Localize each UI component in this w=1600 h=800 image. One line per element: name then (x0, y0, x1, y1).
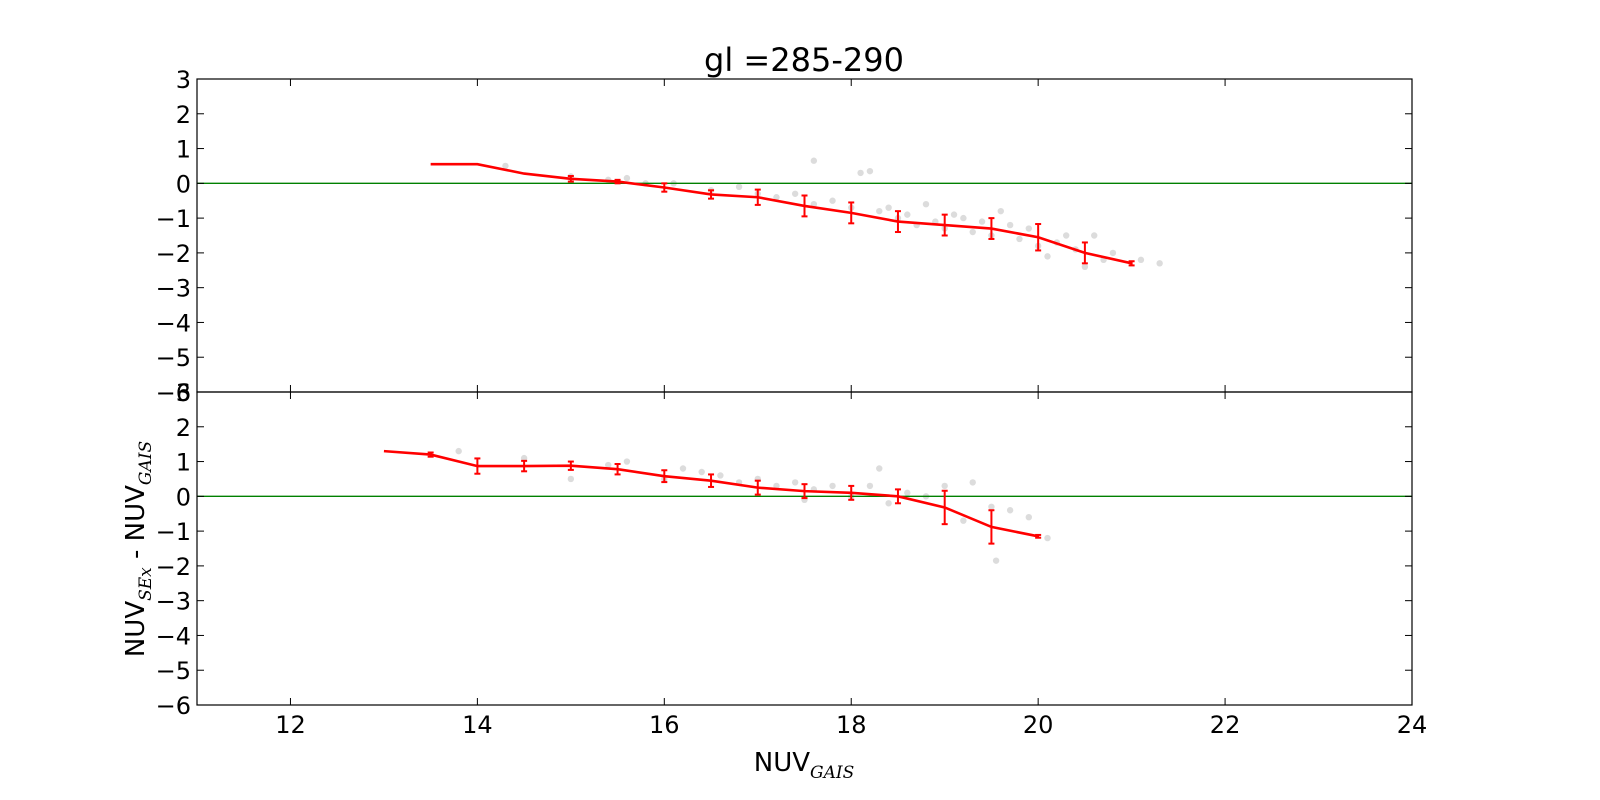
bottom-scatter-point (941, 482, 948, 490)
bottom-scatter-point (1044, 534, 1051, 542)
bottom-y-tick-label: 3 (176, 379, 191, 407)
top-scatter-point (1137, 256, 1145, 264)
bottom-series-line (383, 449, 1039, 538)
top-scatter-point (978, 218, 986, 225)
x-tick-label: 22 (1210, 711, 1241, 739)
top-scatter-point (810, 157, 818, 164)
top-scatter-point (502, 162, 509, 170)
bottom-scatter-point (717, 472, 724, 479)
top-scatter-point (773, 194, 780, 201)
top-scatter-point (1044, 253, 1051, 260)
bottom-scatter-point (829, 482, 836, 490)
x-axis-label-main: NUV (754, 748, 810, 778)
bottom-panel: 3 2 1 0 −1 −2 −3 −4 −5 −6 12 14 16 18 20 22 24 (156, 379, 1428, 739)
top-scatter-point (1025, 225, 1033, 232)
bottom-y-tick-label: −6 (156, 692, 191, 720)
top-scatter-point (623, 174, 631, 182)
top-scatter-point (1016, 235, 1023, 243)
bottom-scatter-point (876, 465, 883, 472)
bottom-scatter-point (1025, 514, 1033, 521)
bottom-scatter-point (866, 482, 874, 490)
bottom-scatter-point (904, 489, 911, 497)
top-y-tick-label: −1 (156, 205, 191, 233)
top-scatter-point (1091, 232, 1098, 239)
top-y-tick-label: −5 (156, 344, 191, 372)
bottom-scatter-point (455, 447, 462, 455)
y-axis-label-separator: - (121, 541, 151, 567)
top-y-tick-label: −3 (156, 275, 191, 303)
bottom-y-tick-label: −5 (156, 657, 191, 685)
top-scatter-point (829, 197, 836, 204)
x-axis-label: NUVGAIS (754, 748, 854, 783)
top-panel: 3 2 1 0 −1 −2 −3 −4 −5 −6 (156, 66, 1413, 407)
top-y-tick-label: −6 (156, 379, 191, 407)
top-y-tick-label: −2 (156, 240, 191, 268)
x-tick-label: 18 (836, 711, 867, 739)
top-scatter-point (904, 211, 911, 218)
bottom-scatter-point (960, 517, 967, 524)
top-scatter-point (1062, 232, 1070, 239)
bottom-y-tick-label: 0 (176, 483, 191, 511)
top-scatter-point (885, 204, 892, 211)
bottom-y-tick-label: −3 (156, 588, 191, 616)
bottom-scatter-point (791, 479, 799, 486)
bottom-y-tick-label: −1 (156, 518, 191, 546)
bottom-scatter-point (969, 479, 976, 486)
x-tick-label: 16 (649, 711, 680, 739)
x-axis-label-subscript: GAIS (810, 763, 854, 783)
x-tick-label: 14 (462, 711, 493, 739)
top-scatter-point (735, 183, 743, 191)
top-y-tick-label: −4 (156, 309, 191, 337)
top-scatter-point (960, 214, 967, 222)
bottom-plot-frame (196, 391, 1413, 706)
y-axis-label-b-subscript: GAIS (136, 441, 156, 485)
top-scatter-point (950, 211, 958, 218)
bottom-scatter-point (773, 482, 780, 490)
top-plot-frame (196, 78, 1413, 393)
top-scatter-point (997, 207, 1004, 215)
y-axis-label-b: NUV (121, 485, 151, 541)
top-series-line (430, 162, 1132, 265)
chart-title: gl =285-290 (704, 41, 904, 79)
top-scatter-point (857, 169, 864, 177)
bottom-scatter-point (988, 503, 995, 510)
top-y-tick-label: 1 (176, 136, 191, 164)
x-tick-label: 12 (275, 711, 306, 739)
x-tick-label: 20 (1023, 711, 1054, 739)
top-scatter-point (1109, 249, 1117, 257)
top-y-tick-label: 3 (176, 66, 191, 94)
bottom-scatter-point (623, 458, 631, 465)
bottom-scatter-point (567, 475, 575, 483)
top-scatter-point (876, 207, 883, 215)
bottom-y-tick-label: −2 (156, 553, 191, 581)
bottom-scatter-point (885, 500, 892, 507)
y-axis-label-a: NUV (121, 601, 151, 657)
x-tick-label: 24 (1397, 711, 1428, 739)
top-y-tick-label: 2 (176, 101, 191, 129)
top-scatter-point (922, 201, 930, 208)
top-y-tick-label: 0 (176, 170, 191, 198)
top-scatter-point (1081, 263, 1089, 270)
bottom-y-tick-label: 1 (176, 449, 191, 477)
bottom-y-tick-label: 2 (176, 414, 191, 442)
bottom-scatter-point (698, 468, 705, 476)
top-scatter-point (1006, 221, 1014, 229)
y-axis-label-a-subscript: SEx (136, 567, 156, 601)
top-scatter-point (791, 190, 799, 197)
bottom-y-tick-label: −4 (156, 622, 191, 650)
bottom-scatter-point (992, 557, 1000, 564)
top-scatter-point (866, 167, 874, 175)
y-axis-label: NUVSEx - NUVGAIS (121, 441, 156, 657)
bottom-scatter-point (605, 461, 612, 469)
bottom-scatter-point (1006, 507, 1014, 514)
top-scatter-point (969, 228, 976, 236)
bottom-scatter-point (520, 454, 528, 462)
bottom-scatter-point (679, 465, 687, 472)
top-scatter-point (1156, 260, 1163, 267)
